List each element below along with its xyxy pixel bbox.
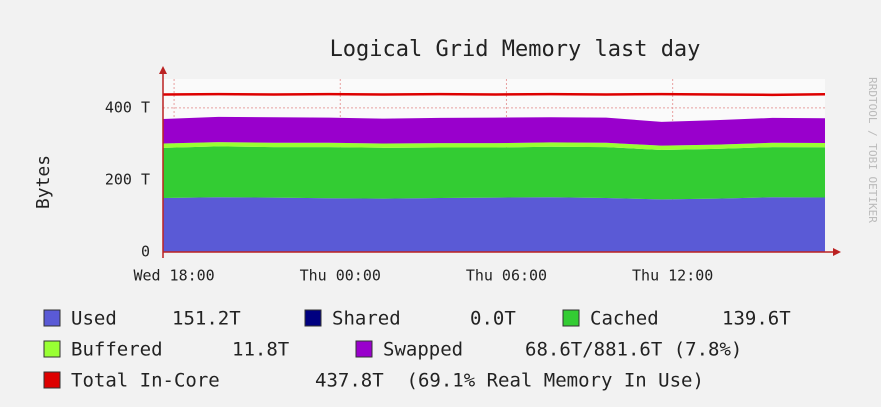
legend-swatch [43, 309, 61, 327]
legend-swatch [304, 309, 322, 327]
legend-label: Used [71, 308, 117, 330]
legend-swatch [43, 371, 61, 389]
x-tick-label: Thu 12:00 [632, 267, 713, 285]
x-axis-arrow [833, 248, 841, 256]
y-tick-label: 200 T [105, 170, 150, 188]
axes [159, 66, 841, 258]
y-axis-label: Bytes [33, 155, 54, 209]
x-tick-label: Thu 00:00 [300, 267, 381, 285]
legend: Used 151.2T Shared 0.0T Cached 139.6T Buffered… [43, 308, 791, 392]
area [163, 146, 825, 200]
legend-swatch [43, 340, 61, 358]
legend-value: 68.6T/881.6T (7.8%) [525, 339, 742, 361]
area [163, 116, 825, 146]
x-tick-label: Wed 18:00 [133, 267, 214, 285]
legend-label: Shared [332, 308, 401, 330]
area [163, 142, 825, 151]
legend-value: 139.6T [722, 308, 791, 330]
legend-label: Cached [590, 308, 659, 330]
legend-value: 151.2T [172, 308, 241, 330]
y-tick-label: 0 [141, 243, 150, 261]
y-axis-arrow [159, 66, 167, 74]
area [163, 197, 825, 252]
legend-value: 437.8T (69.1% Real Memory In Use) [315, 370, 704, 392]
legend-value: 0.0T [470, 308, 516, 330]
watermark: RRDTOOL / TOBI OETIKER [866, 77, 879, 223]
x-tick-label: Thu 06:00 [466, 267, 547, 285]
y-tick-label: 400 T [105, 98, 150, 116]
total-line [162, 92, 826, 97]
areas [162, 92, 826, 252]
legend-value: 11.8T [232, 339, 289, 361]
legend-swatch [562, 309, 580, 327]
chart-title: Logical Grid Memory last day [330, 37, 701, 62]
legend-label: Buffered [71, 339, 163, 361]
legend-swatch [355, 340, 373, 358]
legend-label: Total In-Core [71, 370, 220, 392]
labels: 0 200 T 400 T Wed 18:00 Thu 00:00 Thu 06:00 Th… [105, 98, 713, 284]
legend-label: Swapped [383, 339, 463, 361]
